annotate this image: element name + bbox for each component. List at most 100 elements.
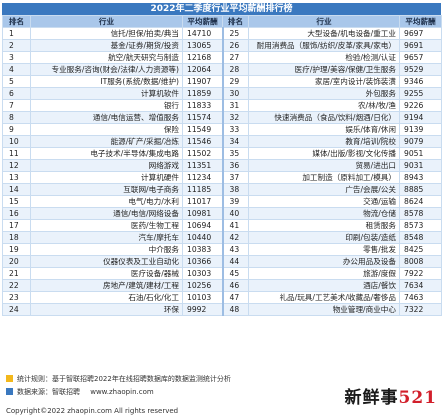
cell-salary-left: 11546	[182, 135, 223, 148]
cell-industry-right: 加工制造（原料加工/模具）	[248, 171, 400, 184]
cell-industry-right: 外包服务	[248, 87, 400, 100]
cell-rank-left: 14	[2, 183, 31, 196]
cell-rank-right: 25	[221, 27, 249, 40]
cell-rank-left: 5	[2, 75, 31, 88]
table-row: 22 房地产/建筑/建材/工程 10256 46 酒店/餐饮 7634	[2, 279, 442, 292]
cell-rank-right: 34	[221, 135, 249, 148]
table-row: 21 医疗设备/器械 10303 45 旅游/度假 7922	[2, 267, 442, 280]
cell-industry-left: 专业服务/咨询(财会/法律/人力资源等)	[30, 63, 183, 76]
cell-industry-left: 通信/电信运营、增值服务	[30, 111, 183, 124]
table-row: 12 网络游戏 11351 36 贸易/进出口 9031	[2, 159, 442, 172]
table-row: 17 医药/生物工程 10694 41 租赁服务 8573	[2, 219, 442, 232]
cell-salary-right: 8578	[399, 207, 442, 220]
cell-salary-left: 11017	[182, 195, 223, 208]
cell-rank-right: 31	[221, 99, 249, 112]
cell-industry-right: 耐用消费品（服饰/纺织/皮革/家具/家电）	[248, 39, 400, 52]
watermark: 新鲜事521	[345, 383, 438, 408]
cell-rank-right: 32	[221, 111, 249, 124]
cell-salary-left: 10981	[182, 207, 223, 220]
cell-rank-left: 10	[2, 135, 31, 148]
cell-rank-left: 11	[2, 147, 31, 160]
cell-industry-right: 大型设备/机电设备/重工业	[248, 27, 400, 40]
cell-salary-left: 10256	[182, 279, 223, 292]
cell-industry-left: 航空/航天研究与制造	[30, 51, 183, 64]
cell-industry-left: 房地产/建筑/建材/工程	[30, 279, 183, 292]
cell-rank-left: 4	[2, 63, 31, 76]
header-industry-right: 行业	[248, 15, 400, 28]
cell-salary-right: 9346	[399, 75, 442, 88]
cell-rank-left: 17	[2, 219, 31, 232]
data-source-line: 数据来源：智联招聘 www.zhaopin.com	[6, 387, 154, 398]
cell-rank-right: 48	[221, 303, 249, 316]
cell-salary-right: 7634	[399, 279, 442, 292]
cell-industry-left: 能源/矿产/采掘/冶炼	[30, 135, 183, 148]
cell-salary-right: 9194	[399, 111, 442, 124]
cell-rank-right: 35	[221, 147, 249, 160]
table-row: 3 航空/航天研究与制造 12168 27 检验/检测/认证 9657	[2, 51, 442, 64]
cell-salary-right: 9697	[399, 27, 442, 40]
cell-industry-right: 医疗/护理/美容/保健/卫生服务	[248, 63, 400, 76]
cell-salary-right: 9051	[399, 147, 442, 160]
cell-salary-left: 11234	[182, 171, 223, 184]
cell-industry-left: 网络游戏	[30, 159, 183, 172]
cell-industry-right: 贸易/进出口	[248, 159, 400, 172]
cell-rank-left: 9	[2, 123, 31, 136]
cell-industry-left: 电气/电力/水利	[30, 195, 183, 208]
cell-industry-right: 租赁服务	[248, 219, 400, 232]
cell-industry-left: 计算机软件	[30, 87, 183, 100]
cell-industry-left: 基金/证券/期货/投资	[30, 39, 183, 52]
cell-rank-right: 26	[221, 39, 249, 52]
cell-salary-right: 8624	[399, 195, 442, 208]
cell-salary-left: 11549	[182, 123, 223, 136]
cell-salary-right: 8943	[399, 171, 442, 184]
cell-salary-left: 10383	[182, 243, 223, 256]
cell-rank-right: 36	[221, 159, 249, 172]
table-header-row: 排名 行业 平均薪酬 排名 行业 平均薪酬	[2, 15, 442, 28]
cell-rank-right: 28	[221, 63, 249, 76]
cell-rank-right: 45	[221, 267, 249, 280]
cell-salary-right: 9139	[399, 123, 442, 136]
cell-rank-right: 47	[221, 291, 249, 304]
cell-salary-right: 8008	[399, 255, 442, 268]
cell-salary-left: 11833	[182, 99, 223, 112]
cell-rank-left: 13	[2, 171, 31, 184]
cell-industry-right: 印刷/包装/造纸	[248, 231, 400, 244]
table-row: 10 能源/矿产/采掘/冶炼 11546 34 教育/培训/院校 9079	[2, 135, 442, 148]
cell-industry-right: 旅游/度假	[248, 267, 400, 280]
cell-industry-right: 礼品/玩具/工艺美术/收藏品/奢侈品	[248, 291, 400, 304]
cell-industry-right: 物流/仓储	[248, 207, 400, 220]
cell-rank-left: 20	[2, 255, 31, 268]
table-row: 1 信托/担保/拍卖/典当 14710 25 大型设备/机电设备/重工业 9697	[2, 27, 442, 40]
cell-industry-right: 媒体/出版/影视/文化传播	[248, 147, 400, 160]
cell-salary-left: 10103	[182, 291, 223, 304]
cell-industry-right: 检验/检测/认证	[248, 51, 400, 64]
cell-salary-right: 8885	[399, 183, 442, 196]
cell-industry-left: 医药/生物工程	[30, 219, 183, 232]
cell-industry-left: 汽车/摩托车	[30, 231, 183, 244]
header-salary-right: 平均薪酬	[399, 15, 442, 28]
salary-ranking-table: 排名 行业 平均薪酬 排名 行业 平均薪酬 1 信托/担保/拍卖/典当 14710 2…	[2, 15, 442, 316]
cell-industry-right: 农/林/牧/渔	[248, 99, 400, 112]
cell-industry-right: 交通/运输	[248, 195, 400, 208]
header-rank-left: 排名	[2, 15, 31, 28]
watermark-text: 新鲜事	[344, 388, 399, 408]
stat-rule-line: 统计规则：基于智联招聘2022年在线招聘数据库的数据监测统计分析	[6, 374, 231, 385]
cell-salary-left: 11351	[182, 159, 223, 172]
cell-salary-left: 12168	[182, 51, 223, 64]
cell-industry-left: 仪器仪表及工业自动化	[30, 255, 183, 268]
cell-salary-left: 9992	[182, 303, 223, 316]
cell-industry-left: 电子技术/半导体/集成电路	[30, 147, 183, 160]
cell-salary-left: 11574	[182, 111, 223, 124]
cell-rank-left: 15	[2, 195, 31, 208]
table-row: 19 中介服务 10383 43 零售/批发 8425	[2, 243, 442, 256]
data-source-text: 数据来源：智联招聘	[17, 388, 80, 396]
cell-industry-left: 通信/电信/网络设备	[30, 207, 183, 220]
table-row: 20 仪器仪表及工业自动化 10366 44 办公用品及设备 8008	[2, 255, 442, 268]
table-row: 2 基金/证券/期货/投资 13065 26 耐用消费品（服饰/纺织/皮革/家具/家电）…	[2, 39, 442, 52]
cell-rank-right: 42	[221, 231, 249, 244]
stat-rule-marker	[6, 375, 13, 382]
header-rank-right: 排名	[222, 15, 249, 28]
cell-rank-left: 24	[2, 303, 31, 316]
cell-salary-right: 8425	[399, 243, 442, 256]
table-row: 16 通信/电信/网络设备 10981 40 物流/仓储 8578	[2, 207, 442, 220]
